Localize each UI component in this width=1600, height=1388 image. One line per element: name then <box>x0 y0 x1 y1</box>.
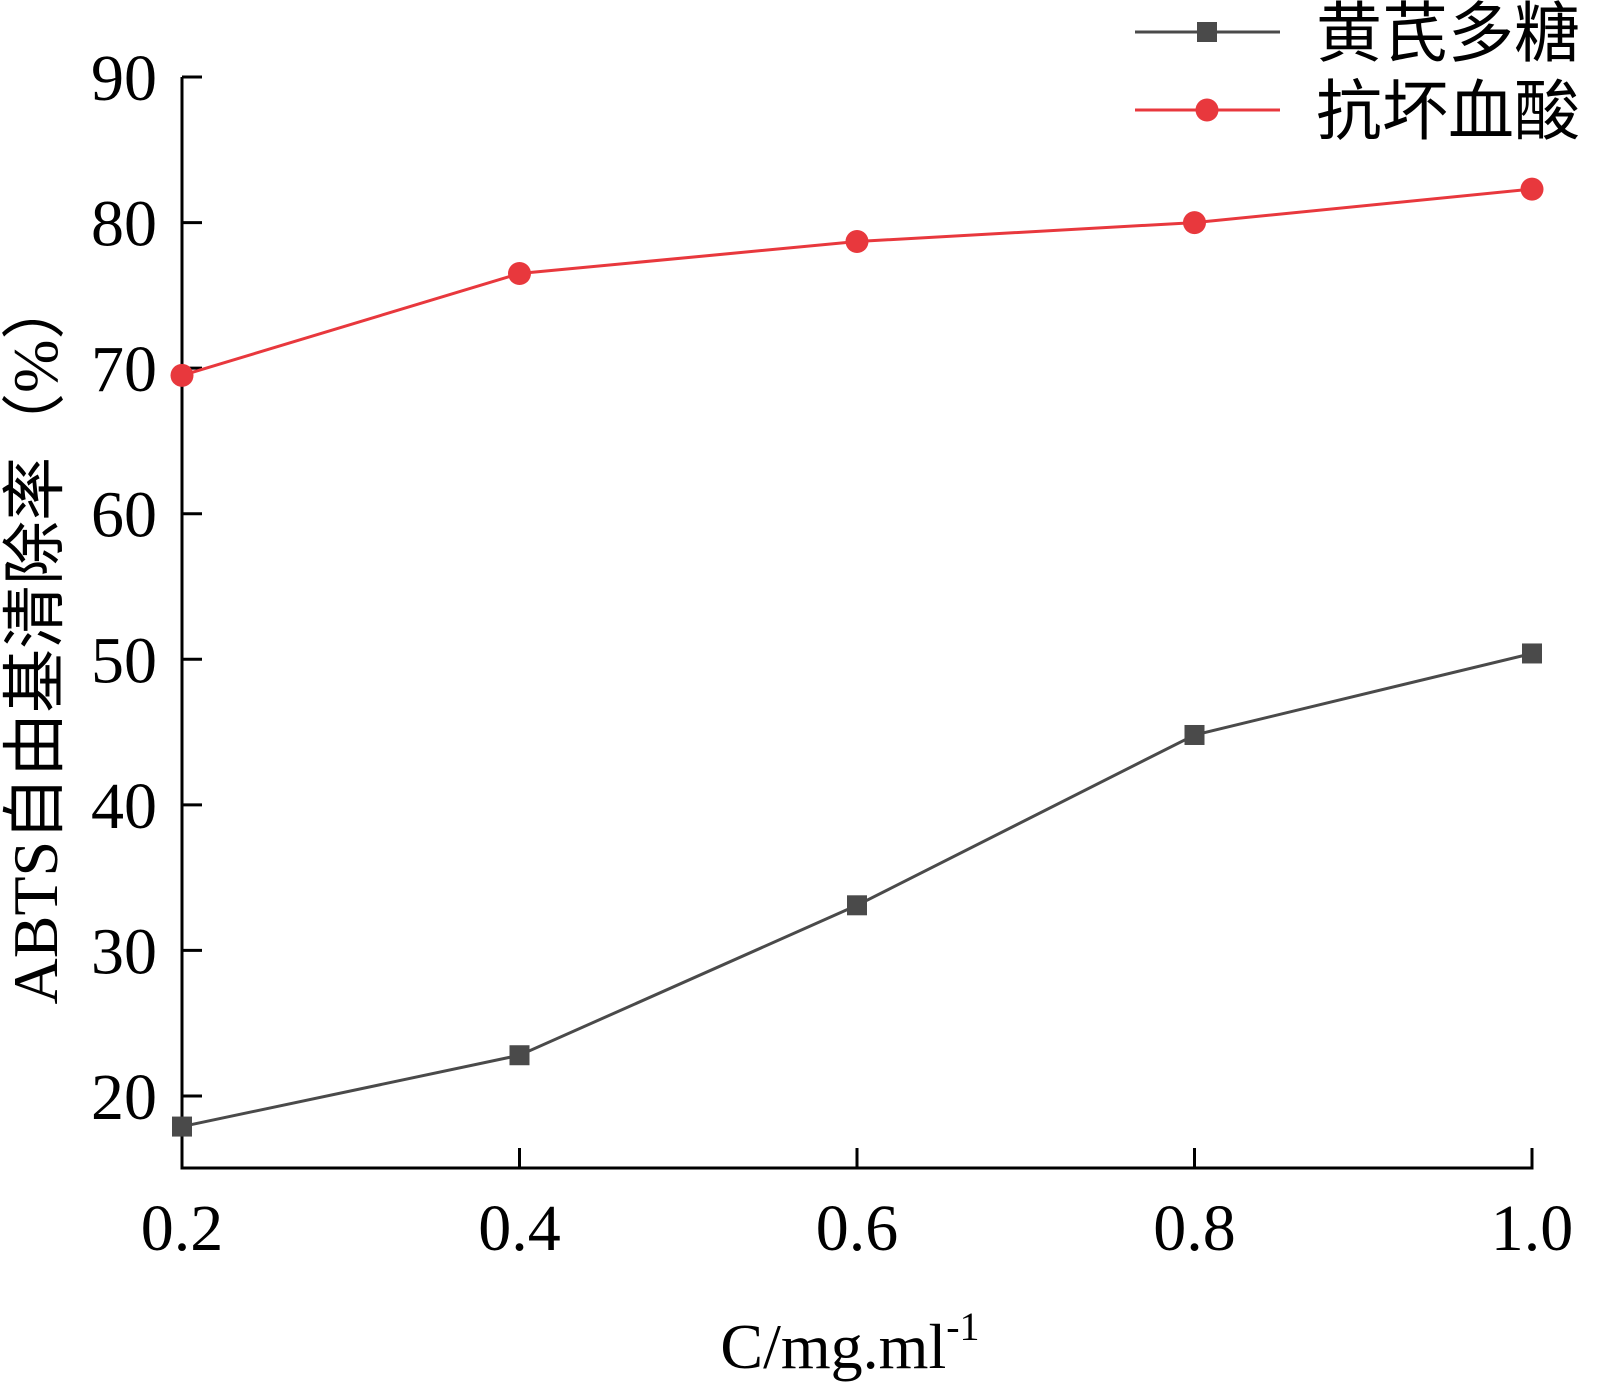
y-tick-label: 60 <box>91 479 157 552</box>
x-tick-label: 0.2 <box>141 1192 224 1265</box>
x-tick-label: 0.8 <box>1153 1192 1236 1265</box>
series-line <box>181 652 1533 1129</box>
series-2 <box>170 177 1544 387</box>
x-tick-label: 0.4 <box>478 1192 561 1265</box>
y-tick-label: 90 <box>91 42 157 115</box>
x-axis-ticks: 0.2 0.4 0.6 0.8 1.0 <box>141 1148 1574 1265</box>
data-point-square <box>1184 724 1205 745</box>
data-point-square <box>509 1045 530 1066</box>
y-tick-label: 40 <box>91 770 157 843</box>
legend-item-1: 黄芪多糖 <box>1135 0 1580 71</box>
y-tick-label: 30 <box>91 915 157 988</box>
series-layer <box>170 177 1544 1137</box>
legend-item-2: 抗坏血酸 <box>1135 76 1580 149</box>
x-axis-title: C/mg.ml-1 <box>720 1304 979 1382</box>
legend-marker-circle <box>1195 98 1219 122</box>
y-tick-label: 70 <box>91 333 157 406</box>
y-axis-title: ABTS自由基清除率（%） <box>0 276 71 1005</box>
legend-label: 抗坏血酸 <box>1316 76 1580 149</box>
data-point-circle <box>170 363 194 387</box>
series-line <box>181 187 1533 377</box>
data-point-circle <box>1183 211 1206 235</box>
x-axis-title-superscript: -1 <box>946 1304 979 1349</box>
x-tick-label: 1.0 <box>1491 1192 1574 1265</box>
y-tick-label: 80 <box>91 188 157 261</box>
data-point-circle <box>1520 177 1544 201</box>
series-1 <box>172 643 1542 1137</box>
y-tick-label: 20 <box>91 1061 157 1134</box>
y-axis-ticks: 20 30 40 50 60 70 80 90 <box>91 42 202 1134</box>
legend-marker-square <box>1197 22 1217 42</box>
data-point-circle <box>508 262 531 286</box>
x-axis-title-main: C/mg.ml <box>720 1311 946 1382</box>
legend-label: 黄芪多糖 <box>1316 0 1580 71</box>
data-point-square <box>172 1116 192 1137</box>
data-point-square <box>847 895 867 916</box>
y-tick-label: 50 <box>91 624 157 697</box>
data-point-circle <box>845 229 869 253</box>
data-point-square <box>1522 643 1542 664</box>
x-tick-label: 0.6 <box>816 1192 899 1265</box>
